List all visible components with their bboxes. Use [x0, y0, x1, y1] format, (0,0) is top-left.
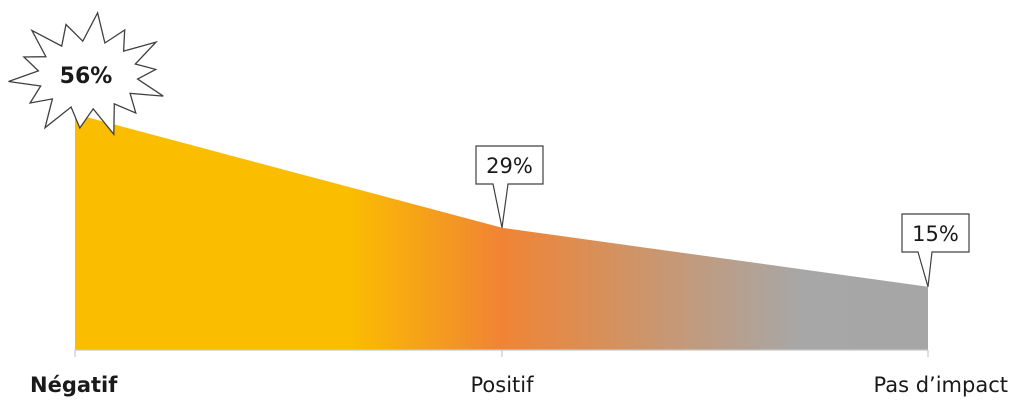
- data-label: 15%: [912, 222, 959, 246]
- x-tick-label: Négatif: [30, 373, 118, 397]
- callout-box: [901, 213, 970, 287]
- starburst-callout: [8, 10, 164, 137]
- x-tick-label: Pas d’impact: [874, 373, 1008, 397]
- x-tick-label: Positif: [471, 373, 535, 397]
- callout-box: [475, 145, 544, 228]
- label-callout: 15%: [901, 213, 970, 287]
- data-label: 56%: [60, 64, 113, 89]
- data-label: 29%: [486, 154, 533, 178]
- area-series: [75, 114, 928, 350]
- label-callout: 29%: [475, 145, 544, 228]
